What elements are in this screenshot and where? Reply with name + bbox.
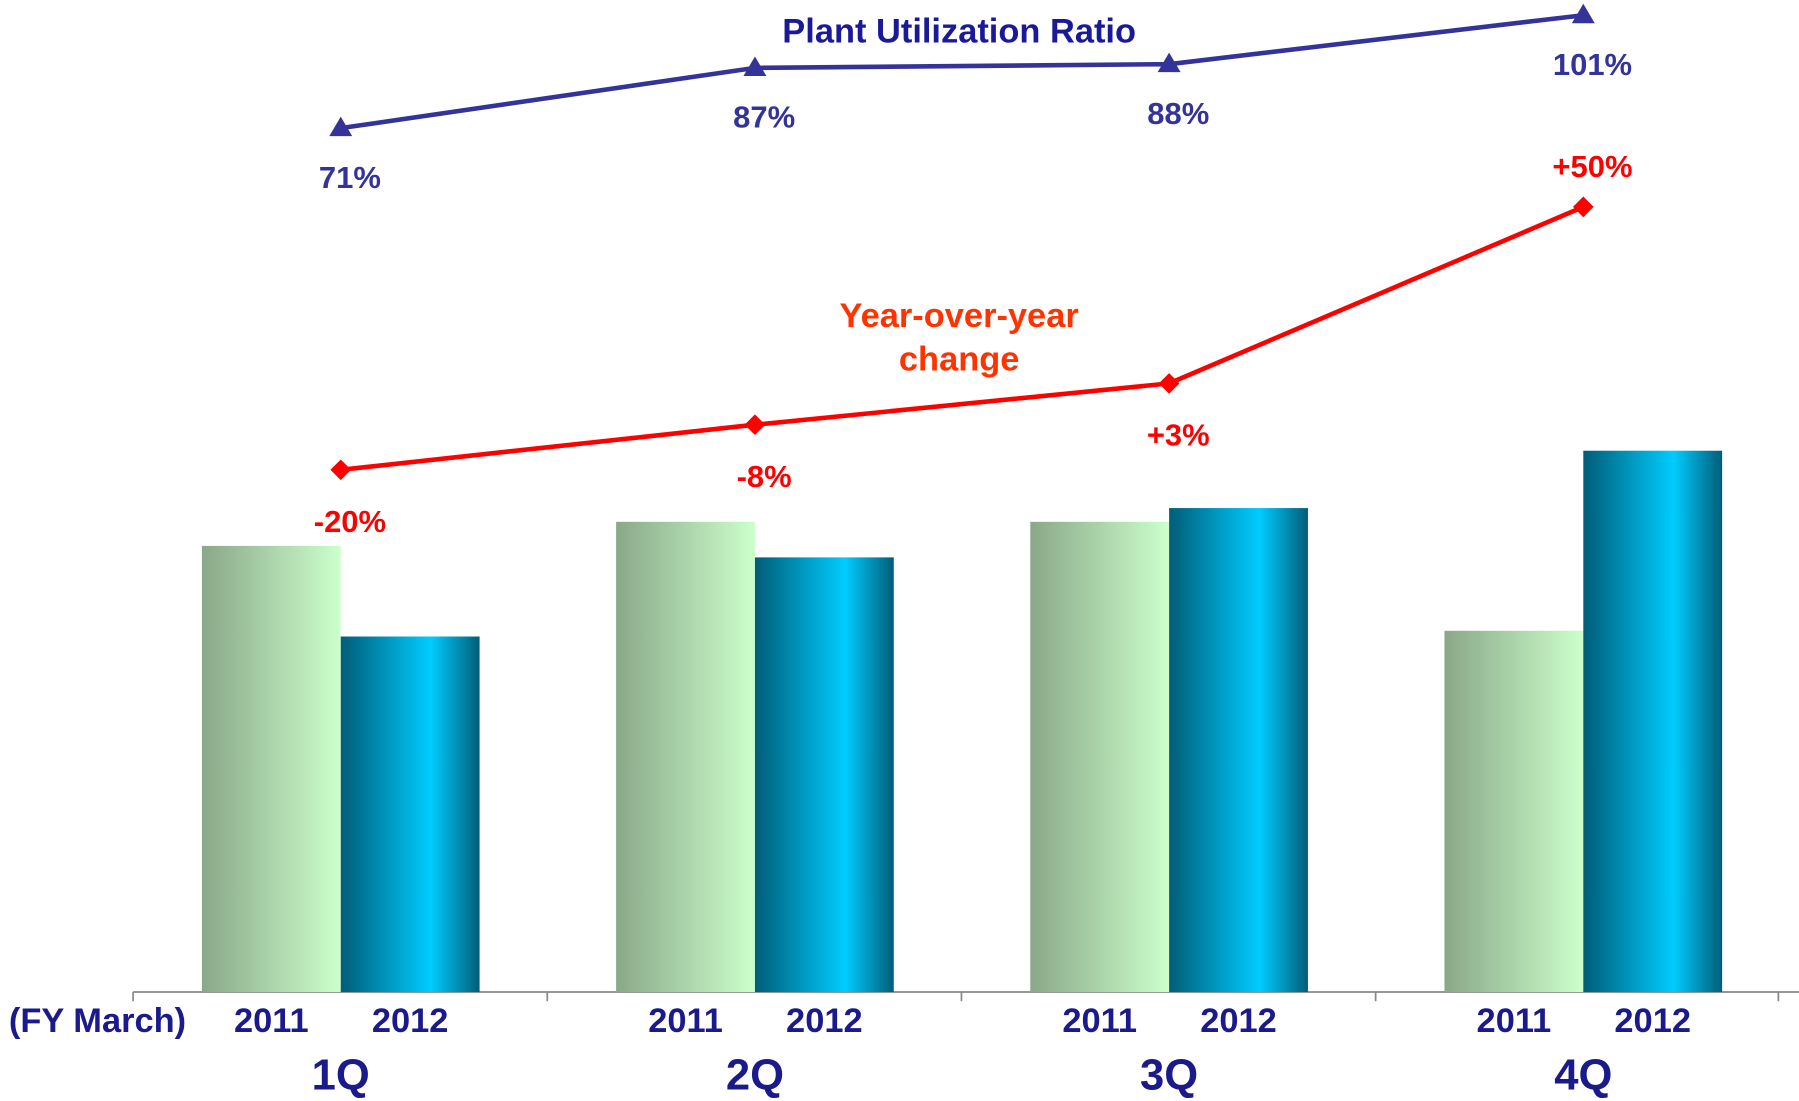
line — [340, 204, 1585, 473]
marker — [1572, 196, 1594, 218]
marker — [1157, 52, 1181, 73]
bar — [1444, 630, 1584, 993]
data-label: +50% — [1552, 149, 1632, 184]
series-label: 2012 — [372, 1002, 449, 1040]
x-axis-label: (FY March) — [9, 1002, 186, 1040]
series-label: 2012 — [1614, 1002, 1691, 1040]
data-label: -20% — [314, 504, 386, 539]
marker — [330, 459, 352, 481]
bar — [201, 545, 341, 993]
series-label: 2011 — [648, 1002, 723, 1040]
category-label: 4Q — [1554, 1052, 1612, 1100]
category-label: 2Q — [726, 1052, 784, 1100]
bar — [616, 521, 755, 993]
series-label: 2012 — [786, 1002, 863, 1040]
data-label: 101% — [1553, 47, 1632, 82]
bar — [1030, 521, 1170, 993]
data-label: 87% — [733, 100, 795, 135]
category-label: 3Q — [1140, 1052, 1198, 1100]
series-title: Plant Utilization Ratio — [782, 12, 1136, 50]
series-title-text: Year-over-year change — [839, 297, 1079, 379]
bar — [1169, 508, 1308, 993]
marker — [1158, 373, 1180, 394]
series-label: 2011 — [1062, 1002, 1137, 1040]
series-title: Year-over-year change — [839, 297, 1079, 379]
data-label: +3% — [1147, 417, 1210, 452]
data-label: 88% — [1147, 96, 1209, 131]
series-label: 2011 — [1477, 1002, 1552, 1040]
series-label: 2012 — [1200, 1002, 1277, 1040]
bar — [1583, 450, 1723, 993]
data-label: 71% — [319, 160, 381, 195]
marker — [329, 116, 353, 137]
bar — [340, 636, 480, 993]
category-label: 1Q — [312, 1052, 370, 1100]
marker — [743, 56, 767, 76]
line — [340, 12, 1584, 131]
bar — [754, 557, 894, 993]
data-label: -8% — [737, 459, 792, 494]
marker — [1571, 3, 1595, 24]
series-label: 2011 — [234, 1002, 309, 1040]
marker — [744, 414, 766, 436]
